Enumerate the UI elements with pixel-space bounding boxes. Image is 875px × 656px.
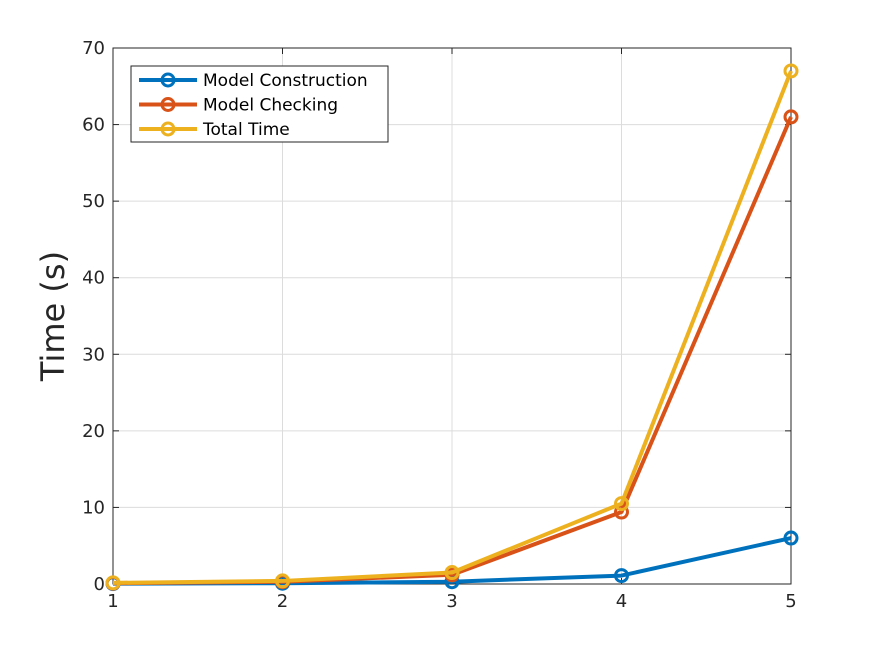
y-axis-label: Time (s)	[34, 251, 72, 382]
y-tick-label: 60	[82, 115, 105, 136]
x-tick-label: 4	[616, 591, 627, 612]
legend-item: Model Checking	[139, 96, 338, 116]
data-point	[275, 573, 290, 589]
legend-item: Model Construction	[139, 71, 368, 91]
legend-label: Model Construction	[203, 71, 368, 91]
data-point	[614, 504, 629, 520]
series-layer	[105, 63, 799, 592]
y-tick-label: 40	[82, 268, 105, 289]
x-tick-label: 1	[107, 591, 118, 612]
y-tick-label: 20	[82, 421, 105, 442]
data-point	[614, 496, 629, 512]
legend: Model Construction Model Checking Total Ti…	[130, 65, 389, 143]
legend-swatch-marker	[160, 121, 176, 137]
x-tick-label: 3	[446, 591, 457, 612]
legend-label: Model Checking	[203, 96, 338, 116]
y-tick-label: 30	[82, 344, 105, 365]
legend-swatch-marker	[160, 97, 176, 112]
y-tick-label: 0	[94, 574, 105, 595]
data-point	[444, 565, 460, 581]
grid	[112, 47, 792, 585]
data-point	[614, 568, 629, 584]
legend-item: Total Time	[139, 120, 290, 140]
data-point	[783, 63, 799, 79]
data-point	[105, 575, 121, 591]
x-tick-label: 2	[277, 591, 288, 612]
y-tick-label: 70	[82, 38, 105, 59]
x-tick-label: 5	[785, 591, 796, 612]
y-tick-label: 50	[82, 191, 105, 212]
series-line	[112, 70, 793, 585]
series-2	[105, 63, 799, 591]
legend-label: Total Time	[202, 120, 290, 140]
y-tick-label: 10	[82, 497, 105, 518]
data-point	[783, 530, 799, 546]
data-point	[783, 109, 799, 125]
legend-swatch-marker	[160, 72, 176, 88]
